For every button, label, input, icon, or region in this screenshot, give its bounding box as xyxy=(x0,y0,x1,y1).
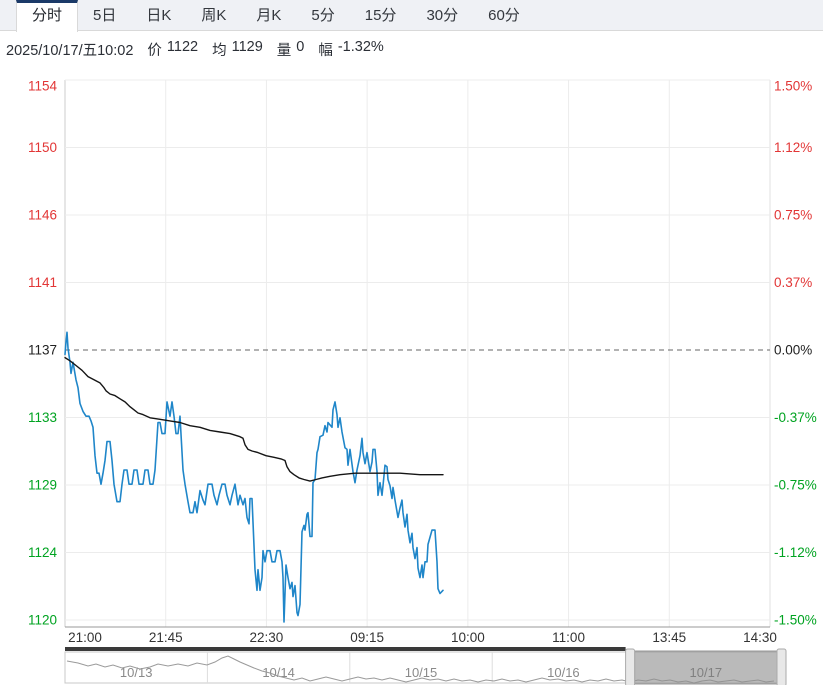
quote-field-value: 1129 xyxy=(231,38,263,55)
x-axis-label: 14:30 xyxy=(743,630,777,645)
tab-period-1[interactable]: 5日 xyxy=(93,7,117,24)
quote-field-0: 价 1122 xyxy=(147,39,198,60)
y-axis-right-label: -1.12% xyxy=(774,545,817,560)
y-axis-right-label: 0.00% xyxy=(774,343,812,358)
quote-field-label: 均 xyxy=(212,42,227,59)
y-axis-left-label: 1154 xyxy=(28,79,58,94)
x-axis-label: 21:00 xyxy=(68,630,102,645)
y-axis-right-label: 1.12% xyxy=(774,140,812,155)
x-axis-label: 22:30 xyxy=(250,630,284,645)
tab-period-8[interactable]: 60分 xyxy=(488,7,520,24)
y-axis-left-label: 1129 xyxy=(28,478,57,493)
y-axis-left-label: 1150 xyxy=(28,140,57,155)
quote-info-bar: 2025/10/17/五10:02 价 1122 均 1129 量 0 幅 -1.32% xyxy=(6,38,398,60)
quote-field-value: -1.32% xyxy=(337,38,384,55)
tab-period-3[interactable]: 周K xyxy=(201,7,227,24)
y-axis-left-label: 1133 xyxy=(28,410,57,425)
quote-field-value: 0 xyxy=(296,38,305,55)
chart-period-tabbar: 分时 5日 日K 周K 月K 5分 15分 30分 60分 xyxy=(0,0,823,32)
y-axis-right-label: 0.75% xyxy=(774,208,812,223)
x-axis-label: 21:45 xyxy=(149,630,183,645)
y-axis-right-label: -0.37% xyxy=(774,410,817,425)
y-axis-left-label: 1141 xyxy=(28,275,57,290)
navigator-date-0[interactable]: 10/13 xyxy=(120,665,153,680)
x-axis-label: 11:00 xyxy=(552,630,585,645)
navigator-selection[interactable] xyxy=(634,650,778,685)
navigator-handle-right[interactable] xyxy=(776,648,787,685)
navigator-date-1[interactable]: 10/14 xyxy=(262,665,295,680)
y-axis-right-label: 0.37% xyxy=(774,275,812,290)
average-line xyxy=(64,356,444,482)
tab-period-5[interactable]: 5分 xyxy=(311,7,335,24)
y-axis-left-label: 1120 xyxy=(28,613,57,628)
navigator-scrollbar[interactable] xyxy=(65,647,626,651)
tab-period-6[interactable]: 15分 xyxy=(364,7,397,24)
quote-field-label: 量 xyxy=(276,42,292,59)
tab-intraday[interactable]: 分时 xyxy=(16,0,79,32)
y-axis-left-label: 1124 xyxy=(28,545,58,560)
tab-period-2[interactable]: 日K xyxy=(146,7,172,24)
quote-field-value: 1122 xyxy=(166,38,199,55)
price-line xyxy=(64,331,444,623)
quote-field-1: 均 1129 xyxy=(212,39,263,60)
navigator-date-2[interactable]: 10/15 xyxy=(405,665,438,680)
y-axis-right-label: -0.75% xyxy=(774,478,817,493)
navigator-date-3[interactable]: 10/16 xyxy=(547,665,580,680)
y-axis-right-label: -1.50% xyxy=(774,613,817,628)
x-axis-label: 13:45 xyxy=(652,630,686,645)
y-axis-left-label: 1137 xyxy=(28,343,57,358)
y-axis-left-label: 1146 xyxy=(28,208,57,223)
quote-field-label: 价 xyxy=(147,42,162,59)
x-axis-label: 09:15 xyxy=(350,630,384,645)
datetime-label: 2025/10/17/五10:02 xyxy=(6,42,134,59)
navigator-handle-left[interactable] xyxy=(625,648,636,685)
tab-period-4[interactable]: 月K xyxy=(256,7,282,24)
y-axis-right-label: 1.50% xyxy=(774,79,812,94)
quote-field-3: 幅 -1.32% xyxy=(318,39,383,60)
quote-field-label: 幅 xyxy=(318,42,333,59)
tab-period-7[interactable]: 30分 xyxy=(426,7,459,24)
x-axis-label: 10:00 xyxy=(451,630,485,645)
